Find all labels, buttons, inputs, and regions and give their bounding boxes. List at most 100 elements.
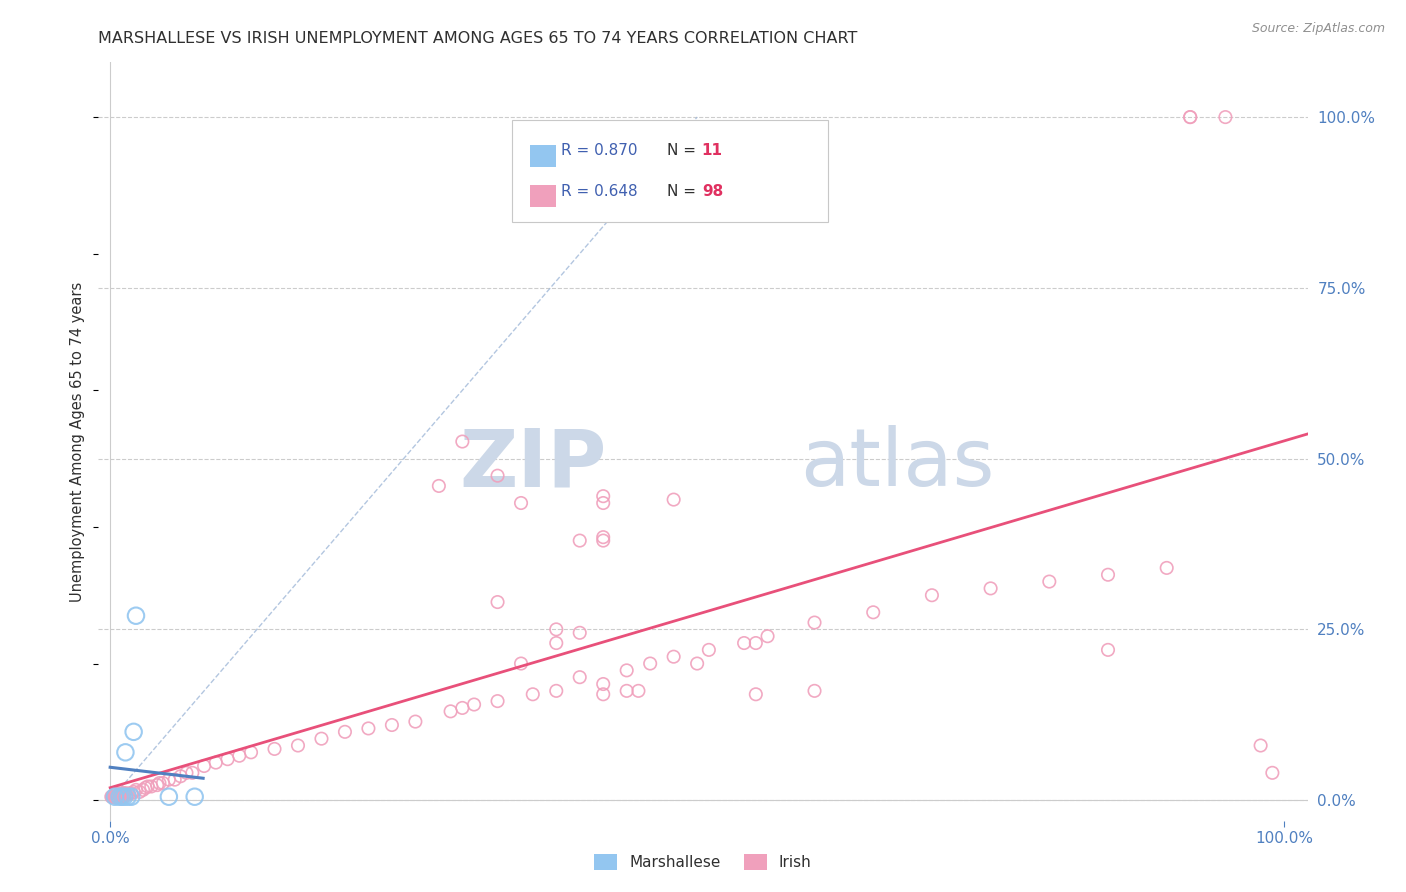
Point bbox=[592, 489, 614, 503]
Point bbox=[141, 780, 163, 794]
Point bbox=[110, 789, 132, 804]
Point bbox=[1261, 765, 1284, 780]
Point bbox=[204, 756, 226, 770]
Point bbox=[217, 752, 239, 766]
Point bbox=[921, 588, 943, 602]
Point bbox=[114, 745, 136, 759]
Text: N =: N = bbox=[666, 144, 700, 159]
Point bbox=[107, 789, 129, 804]
Point bbox=[638, 657, 661, 671]
Point bbox=[148, 776, 170, 790]
Point bbox=[112, 789, 135, 804]
Point bbox=[803, 615, 825, 630]
Point bbox=[103, 789, 125, 804]
Point bbox=[745, 636, 768, 650]
Text: ZIP: ZIP bbox=[458, 425, 606, 503]
Point bbox=[862, 605, 884, 619]
Text: Source: ZipAtlas.com: Source: ZipAtlas.com bbox=[1251, 22, 1385, 36]
Text: atlas: atlas bbox=[800, 425, 994, 503]
Point bbox=[128, 785, 150, 799]
Point bbox=[122, 785, 145, 799]
Point bbox=[132, 783, 155, 797]
Point bbox=[592, 530, 614, 544]
Point bbox=[427, 479, 450, 493]
Point bbox=[592, 496, 614, 510]
Point bbox=[592, 533, 614, 548]
Point bbox=[616, 664, 638, 678]
Point bbox=[120, 786, 142, 800]
Point bbox=[125, 783, 148, 797]
Point bbox=[228, 748, 250, 763]
Point bbox=[105, 789, 128, 804]
Point bbox=[616, 684, 638, 698]
Point bbox=[263, 742, 285, 756]
Point bbox=[111, 789, 134, 804]
Point bbox=[803, 684, 825, 698]
Point bbox=[980, 582, 1002, 596]
Point bbox=[486, 694, 509, 708]
Point bbox=[546, 684, 568, 698]
Point bbox=[134, 780, 156, 795]
Point bbox=[112, 789, 135, 804]
Point bbox=[157, 772, 180, 787]
Point bbox=[104, 789, 127, 804]
Point bbox=[451, 434, 474, 449]
Point bbox=[1250, 739, 1272, 753]
Y-axis label: Unemployment Among Ages 65 to 74 years: Unemployment Among Ages 65 to 74 years bbox=[70, 281, 86, 602]
Point bbox=[546, 623, 568, 637]
Point bbox=[451, 701, 474, 715]
Point bbox=[105, 789, 128, 804]
Text: R = 0.648: R = 0.648 bbox=[561, 184, 638, 199]
Point bbox=[568, 625, 591, 640]
Point bbox=[546, 636, 568, 650]
Point bbox=[193, 759, 215, 773]
Point bbox=[101, 789, 124, 804]
Point bbox=[568, 533, 591, 548]
Point bbox=[439, 704, 461, 718]
Point bbox=[311, 731, 333, 746]
Point bbox=[627, 684, 650, 698]
Point bbox=[169, 769, 191, 783]
Point bbox=[381, 718, 404, 732]
Point bbox=[1097, 643, 1119, 657]
Point bbox=[1180, 110, 1202, 124]
Point bbox=[157, 789, 180, 804]
Point bbox=[1215, 110, 1237, 124]
Point bbox=[176, 765, 198, 780]
Point bbox=[115, 788, 138, 802]
Point bbox=[108, 786, 131, 800]
Point bbox=[100, 789, 122, 804]
Point bbox=[118, 786, 141, 800]
Point bbox=[1180, 110, 1202, 124]
Point bbox=[117, 789, 139, 804]
Legend: Marshallese, Irish: Marshallese, Irish bbox=[595, 854, 811, 870]
Point bbox=[756, 629, 779, 643]
Point bbox=[181, 765, 204, 780]
Point bbox=[120, 789, 142, 804]
Point bbox=[122, 724, 145, 739]
Point bbox=[662, 649, 685, 664]
Text: R = 0.870: R = 0.870 bbox=[561, 144, 638, 159]
Point bbox=[745, 687, 768, 701]
Point bbox=[112, 786, 135, 800]
Point bbox=[105, 789, 128, 804]
Point bbox=[568, 670, 591, 684]
Point bbox=[146, 778, 169, 792]
Point bbox=[463, 698, 485, 712]
Point bbox=[183, 789, 205, 804]
Text: N =: N = bbox=[666, 184, 700, 199]
Point bbox=[108, 789, 131, 804]
Text: MARSHALLESE VS IRISH UNEMPLOYMENT AMONG AGES 65 TO 74 YEARS CORRELATION CHART: MARSHALLESE VS IRISH UNEMPLOYMENT AMONG … bbox=[98, 31, 858, 46]
Point bbox=[486, 468, 509, 483]
Point bbox=[510, 657, 533, 671]
Point bbox=[112, 786, 135, 800]
Point bbox=[522, 687, 544, 701]
Point bbox=[333, 724, 356, 739]
Point bbox=[287, 739, 309, 753]
Point bbox=[105, 786, 128, 800]
Text: 98: 98 bbox=[702, 184, 723, 199]
Point bbox=[662, 492, 685, 507]
Point bbox=[125, 608, 148, 623]
Point bbox=[152, 776, 174, 790]
Point bbox=[136, 780, 159, 794]
